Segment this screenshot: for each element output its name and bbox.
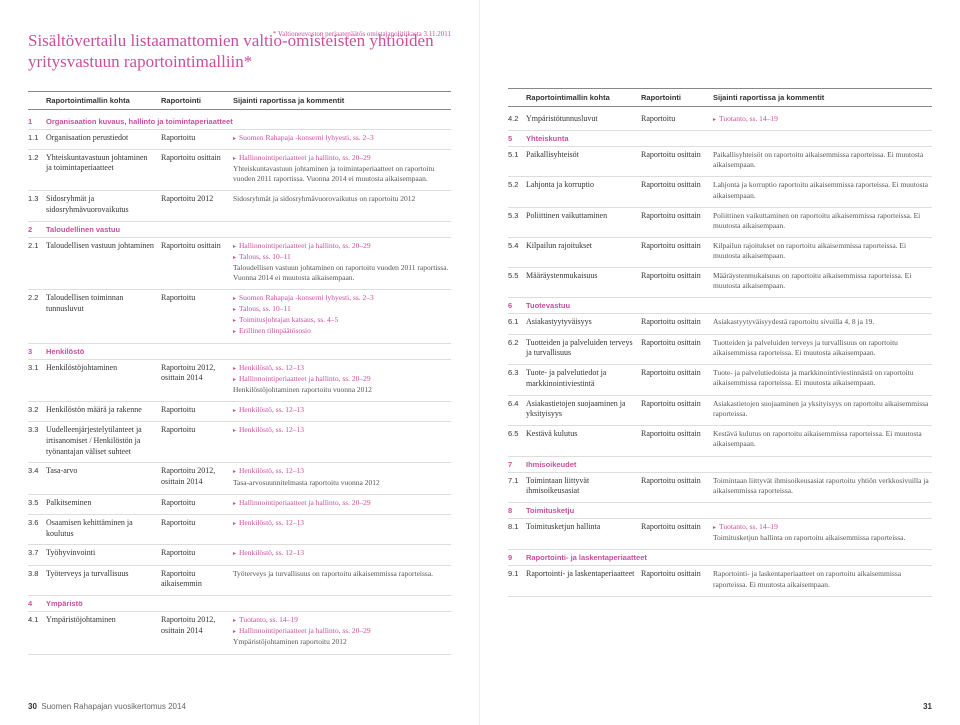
th-topic: Raportointimallin kohta	[46, 96, 161, 105]
table-row: 5.1PaikallisyhteisötRaportoitu osittainP…	[508, 147, 932, 177]
table-row: 2.2Taloudellisen toiminnan tunnusluvutRa…	[28, 290, 451, 344]
table-body-right: 4.2YmpäristötunnusluvutRaportoituTuotant…	[508, 111, 932, 597]
reference-link[interactable]: Hallinnointiperiaatteet ja hallinto, ss.…	[233, 626, 451, 636]
th-loc: Sijainti raportissa ja kommentit	[713, 93, 932, 102]
th-rep: Raportointi	[641, 93, 713, 102]
table-row: 7.1Toimintaan liittyvät ihmisoikeusasiat…	[508, 473, 932, 504]
comment-text: Sidosryhmät ja sidosryhmävuorovaikutus o…	[233, 194, 451, 204]
table-row: 5.3Poliittinen vaikuttaminenRaportoitu o…	[508, 208, 932, 238]
table-header-right: Raportointimallin kohta Raportointi Sija…	[508, 88, 932, 107]
reference-link[interactable]: Hallinnointiperiaatteet ja hallinto, ss.…	[233, 241, 451, 251]
comment-text: Toimitusketjun hallinta on raportoitu ai…	[713, 533, 932, 543]
comment-text: Kestävä kulutus on raportoitu aikaisemmi…	[713, 429, 932, 449]
comment-text: Paikallisyhteisöt on raportoitu aikaisem…	[713, 150, 932, 170]
table-row: 1.3Sidosryhmät ja sidosryhmävuorovaikutu…	[28, 191, 451, 222]
table-row: 9.1Raportointi- ja laskentaperiaatteetRa…	[508, 566, 932, 596]
reference-link[interactable]: Erillinen tilinpäätösosio	[233, 326, 451, 336]
reference-link[interactable]: Hallinnointiperiaatteet ja hallinto, ss.…	[233, 153, 451, 163]
table-row: 8.1Toimitusketjun hallintaRaportoitu osi…	[508, 519, 932, 550]
footnote-asterisk: * Valtioneuvoston periaatepäätös omistaj…	[273, 30, 451, 38]
reference-link[interactable]: Talous, ss. 10–11	[233, 304, 451, 314]
table-row: 3.5PalkitseminenRaportoituHallinnointipe…	[28, 495, 451, 515]
table-row: 3.1HenkilöstöjohtaminenRaportoitu 2012, …	[28, 360, 451, 402]
table-row: 3.3Uudelleenjärjestelytilanteet ja irtis…	[28, 422, 451, 463]
page-number-right: 31	[923, 702, 932, 711]
comment-text: Ympäristöjohtaminen raportoitu 2012	[233, 637, 451, 647]
table-row: 5.4Kilpailun rajoituksetRaportoitu ositt…	[508, 238, 932, 268]
table-row: 6.3Tuote- ja palvelutiedot ja markkinoin…	[508, 365, 932, 396]
section-heading: 1Organisaation kuvaus, hallinto ja toimi…	[28, 114, 451, 130]
reference-link[interactable]: Hallinnointiperiaatteet ja hallinto, ss.…	[233, 498, 451, 508]
comment-text: Toimintaan liittyvät ihmisoikeusasiat ra…	[713, 476, 932, 496]
table-header-left: Raportointimallin kohta Raportointi Sija…	[28, 91, 451, 110]
comment-text: Yhteiskuntavastuun johtaminen ja toimint…	[233, 164, 451, 184]
comment-text: Tuote- ja palvelutiedoista ja markkinoin…	[713, 368, 932, 388]
reference-link[interactable]: Henkilöstö, ss. 12–13	[233, 548, 451, 558]
reference-link[interactable]: Suomen Rahapaja -konserni lyhyesti, ss. …	[233, 293, 451, 303]
comment-text: Tasa-arvosuunnitelmasta raportoitu vuonn…	[233, 478, 451, 488]
comment-text: Asiakastietojen suojaaminen ja yksityisy…	[713, 399, 932, 419]
reference-link[interactable]: Suomen Rahapaja -konserni lyhyesti, ss. …	[233, 133, 451, 143]
reference-link[interactable]: Tuotanto, ss. 14–19	[713, 114, 932, 124]
reference-link[interactable]: Hallinnointiperiaatteet ja hallinto, ss.…	[233, 374, 451, 384]
section-heading: 9Raportointi- ja laskentaperiaatteet	[508, 550, 932, 566]
table-body-left: 1Organisaation kuvaus, hallinto ja toimi…	[28, 114, 451, 655]
table-row: 4.1YmpäristöjohtaminenRaportoitu 2012, o…	[28, 612, 451, 654]
table-row: 6.1AsiakastyytyväisyysRaportoitu osittai…	[508, 314, 932, 334]
comment-text: Tuotteiden ja palveluiden terveys ja tur…	[713, 338, 932, 358]
section-heading: 7Ihmisoikeudet	[508, 457, 932, 473]
section-heading: 4Ympäristö	[28, 596, 451, 612]
reference-link[interactable]: Henkilöstö, ss. 12–13	[233, 363, 451, 373]
reference-link[interactable]: Henkilöstö, ss. 12–13	[233, 466, 451, 476]
reference-link[interactable]: Tuotanto, ss. 14–19	[713, 522, 932, 532]
th-rep: Raportointi	[161, 96, 233, 105]
comment-text: Asiakastyytyväisyydestä raportoitu sivui…	[713, 317, 932, 327]
table-row: 3.6Osaamisen kehittäminen ja koulutusRap…	[28, 515, 451, 546]
comment-text: Kilpailun rajoitukset on raportoitu aika…	[713, 241, 932, 261]
table-row: 3.2Henkilöstön määrä ja rakenneRaportoit…	[28, 402, 451, 422]
section-heading: 6Tuotevastuu	[508, 298, 932, 314]
comment-text: Määräystenmukaisuus on raportoitu aikais…	[713, 271, 932, 291]
reference-link[interactable]: Tuotanto, ss. 14–19	[233, 615, 451, 625]
table-row: 3.4Tasa-arvoRaportoitu 2012, osittain 20…	[28, 463, 451, 494]
comment-text: Taloudellisen vastuun johtaminen on rapo…	[233, 263, 451, 283]
page-number-left: 30 Suomen Rahapajan vuosikertomus 2014	[28, 702, 186, 711]
table-row: 3.7TyöhyvinvointiRaportoituHenkilöstö, s…	[28, 545, 451, 565]
reference-link[interactable]: Henkilöstö, ss. 12–13	[233, 405, 451, 415]
th-loc: Sijainti raportissa ja kommentit	[233, 96, 451, 105]
reference-link[interactable]: Henkilöstö, ss. 12–13	[233, 425, 451, 435]
section-heading: 2Taloudellinen vastuu	[28, 222, 451, 238]
comment-text: Raportointi- ja laskentaperiaatteet on r…	[713, 569, 932, 589]
section-heading: 3Henkilöstö	[28, 344, 451, 360]
comment-text: Työterveys ja turvallisuus on raportoitu…	[233, 569, 451, 579]
table-row: 4.2YmpäristötunnusluvutRaportoituTuotant…	[508, 111, 932, 131]
th-topic: Raportointimallin kohta	[526, 93, 641, 102]
reference-link[interactable]: Talous, ss. 10–11	[233, 252, 451, 262]
table-row: 6.2Tuotteiden ja palveluiden terveys ja …	[508, 335, 932, 366]
table-row: 1.1Organisaation perustiedotRaportoituSu…	[28, 130, 451, 150]
page-left: Sisältövertailu listaamattomien valtio-o…	[0, 0, 480, 725]
reference-link[interactable]: Toimitusjohtajan katsaus, ss. 4–5	[233, 315, 451, 325]
comment-text: Henkilöstöjohtaminen raportoitu vuonna 2…	[233, 385, 451, 395]
table-row: 5.2Lahjonta ja korruptioRaportoitu ositt…	[508, 177, 932, 207]
comment-text: Lahjonta ja korruptio raportoitu aikaise…	[713, 180, 932, 200]
table-row: 6.4Asiakastietojen suojaaminen ja yksity…	[508, 396, 932, 427]
section-heading: 8Toimitusketju	[508, 503, 932, 519]
comment-text: Poliittinen vaikuttaminen on raportoitu …	[713, 211, 932, 231]
table-row: 5.5MääräystenmukaisuusRaportoitu osittai…	[508, 268, 932, 298]
table-row: 3.8Työterveys ja turvallisuusRaportoitu …	[28, 566, 451, 597]
page-right: Raportointimallin kohta Raportointi Sija…	[480, 0, 960, 725]
table-row: 1.2Yhteiskuntavastuun johtaminen ja toim…	[28, 150, 451, 191]
section-heading: 5Yhteiskunta	[508, 131, 932, 147]
table-row: 6.5Kestävä kulutusRaportoitu osittainKes…	[508, 426, 932, 456]
reference-link[interactable]: Henkilöstö, ss. 12–13	[233, 518, 451, 528]
table-row: 2.1Taloudellisen vastuun johtaminenRapor…	[28, 238, 451, 291]
